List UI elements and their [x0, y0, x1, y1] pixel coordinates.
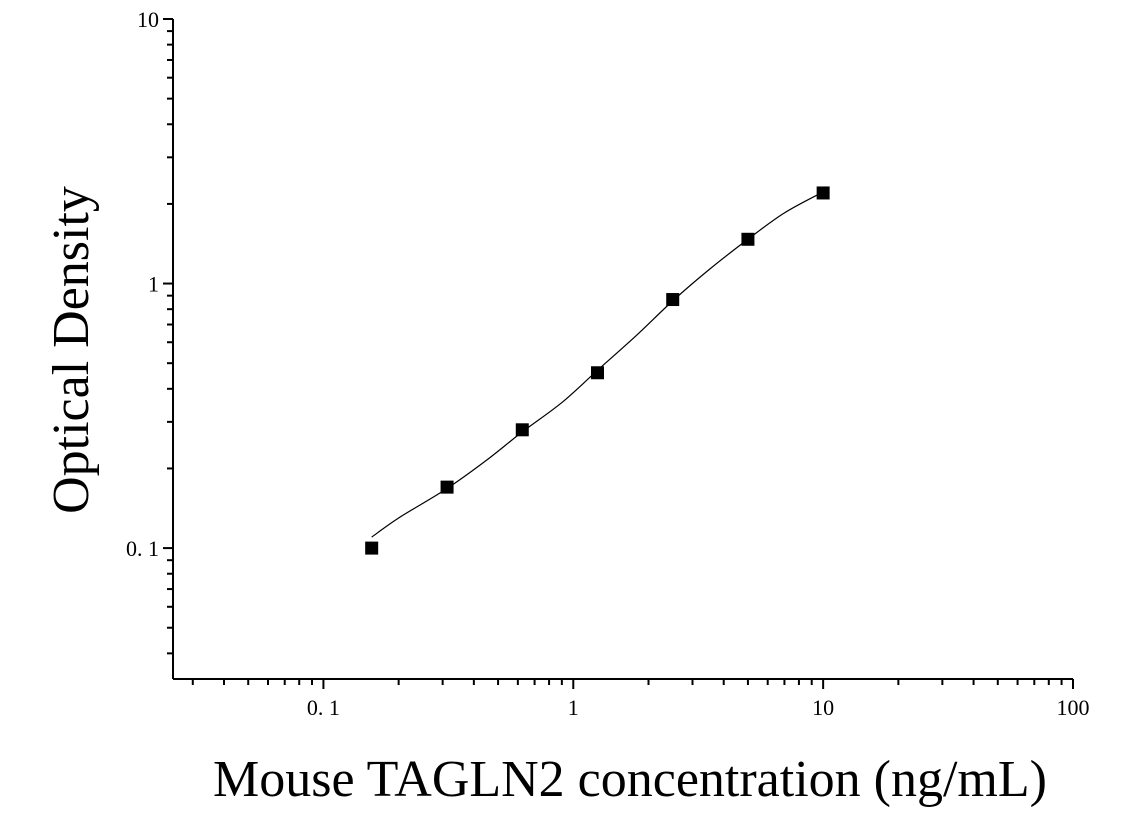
- x-tick-label: 0. 1: [307, 695, 340, 720]
- x-tick-label: 10: [812, 695, 834, 720]
- data-point: [365, 541, 379, 555]
- y-tick-label: 10: [137, 7, 159, 32]
- data-point: [590, 366, 604, 380]
- x-tick-label: 1: [568, 695, 579, 720]
- data-points: [365, 186, 830, 555]
- axes: [172, 19, 1073, 680]
- data-point: [666, 293, 680, 307]
- x-axis-title: Mouse TAGLN2 concentration (ng/mL): [213, 751, 1047, 808]
- ticks: 0. 1 1 10 100 0. 1 1 10: [126, 7, 1090, 720]
- data-point: [816, 186, 830, 200]
- y-axis-title: Optical Density: [43, 186, 100, 514]
- data-point: [515, 423, 529, 437]
- y-tick-label: 0. 1: [126, 536, 159, 561]
- fit-curve: [371, 191, 824, 538]
- data-point: [741, 232, 755, 246]
- fit-curve-layer: [371, 191, 824, 538]
- y-tick-label: 1: [148, 272, 159, 297]
- data-point: [440, 480, 454, 494]
- x-tick-label: 100: [1057, 695, 1090, 720]
